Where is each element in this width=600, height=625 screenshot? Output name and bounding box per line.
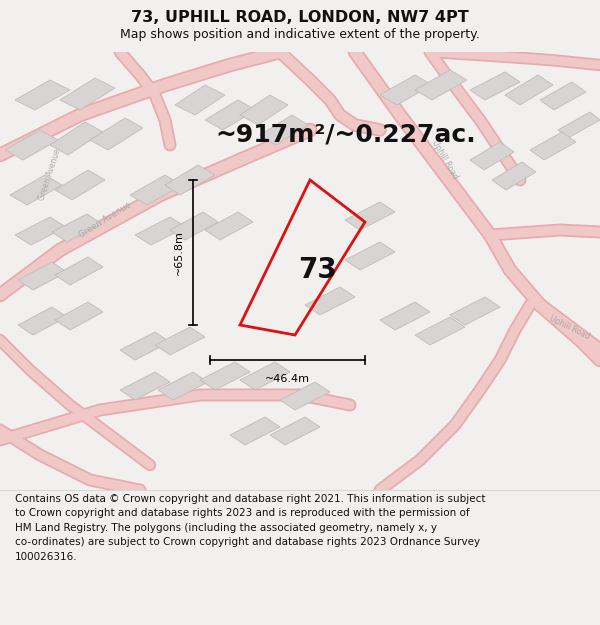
Polygon shape <box>492 162 536 190</box>
Polygon shape <box>52 214 102 242</box>
Polygon shape <box>345 202 395 230</box>
Polygon shape <box>120 372 170 400</box>
Text: 73, UPHILL ROAD, LONDON, NW7 4PT: 73, UPHILL ROAD, LONDON, NW7 4PT <box>131 11 469 26</box>
Polygon shape <box>15 217 66 245</box>
Polygon shape <box>470 142 514 170</box>
Polygon shape <box>15 80 70 110</box>
Polygon shape <box>230 417 280 445</box>
Polygon shape <box>540 82 586 110</box>
Polygon shape <box>505 75 553 105</box>
Polygon shape <box>260 115 308 145</box>
Polygon shape <box>415 70 467 100</box>
Text: 73: 73 <box>299 256 337 284</box>
Polygon shape <box>205 100 256 130</box>
Polygon shape <box>90 118 143 150</box>
Polygon shape <box>415 317 465 345</box>
Polygon shape <box>55 170 105 200</box>
Polygon shape <box>240 95 288 125</box>
Polygon shape <box>240 362 290 390</box>
Text: ~65.8m: ~65.8m <box>174 230 184 275</box>
Text: ~46.4m: ~46.4m <box>265 374 310 384</box>
Polygon shape <box>18 262 67 290</box>
Polygon shape <box>450 297 500 325</box>
Polygon shape <box>5 130 58 160</box>
Polygon shape <box>205 212 253 240</box>
Polygon shape <box>280 382 330 410</box>
Polygon shape <box>158 372 208 400</box>
Polygon shape <box>305 287 355 315</box>
Polygon shape <box>55 257 103 285</box>
Polygon shape <box>55 302 103 330</box>
Polygon shape <box>18 307 67 335</box>
Text: ~917m²/~0.227ac.: ~917m²/~0.227ac. <box>215 123 476 147</box>
Polygon shape <box>165 165 215 195</box>
Text: Green Avenue: Green Avenue <box>37 148 62 202</box>
Text: Uphill Road: Uphill Road <box>430 139 460 181</box>
Polygon shape <box>380 302 430 330</box>
Polygon shape <box>170 212 218 240</box>
Polygon shape <box>60 78 115 110</box>
Polygon shape <box>558 112 600 138</box>
Text: Green Avenue: Green Avenue <box>77 201 133 239</box>
Text: Uphill Road: Uphill Road <box>548 314 592 342</box>
Polygon shape <box>380 75 432 105</box>
Polygon shape <box>530 132 576 160</box>
Polygon shape <box>175 85 225 115</box>
Polygon shape <box>135 217 186 245</box>
Polygon shape <box>345 242 395 270</box>
Polygon shape <box>10 175 62 205</box>
Polygon shape <box>270 417 320 445</box>
Polygon shape <box>50 122 103 155</box>
Polygon shape <box>200 362 250 390</box>
Polygon shape <box>155 327 205 355</box>
Polygon shape <box>120 332 170 360</box>
Polygon shape <box>130 175 182 205</box>
Polygon shape <box>470 72 520 100</box>
Text: Contains OS data © Crown copyright and database right 2021. This information is : Contains OS data © Crown copyright and d… <box>15 494 485 562</box>
Text: Map shows position and indicative extent of the property.: Map shows position and indicative extent… <box>120 28 480 41</box>
